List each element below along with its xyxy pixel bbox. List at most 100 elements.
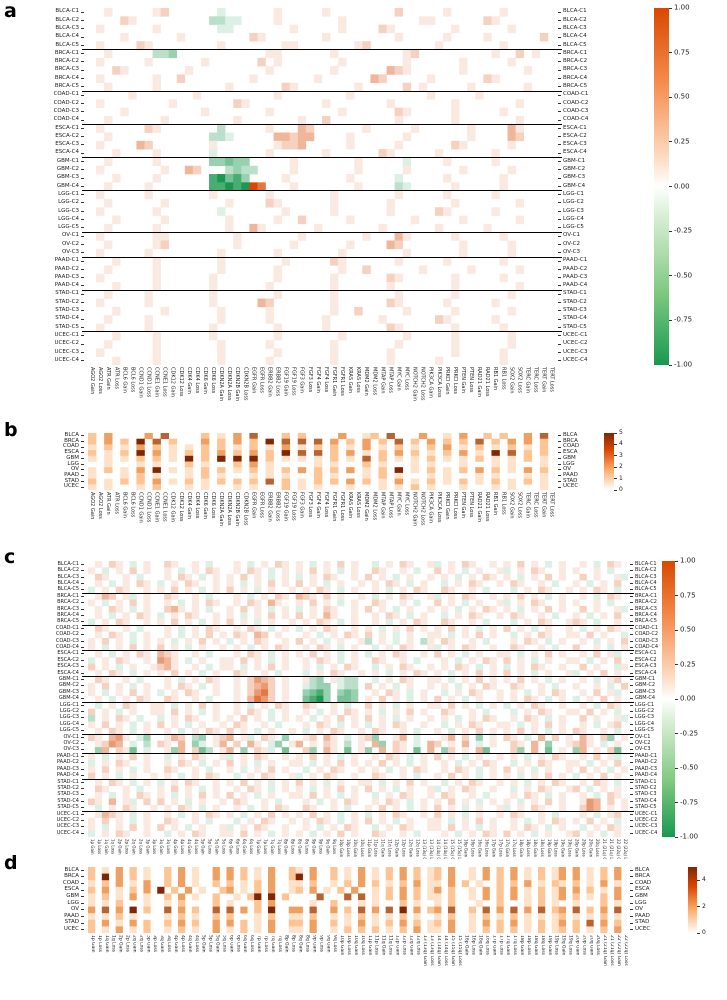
row-label: GBM-C3 [22,689,84,695]
row-label-text: LGG-C2 [635,708,655,715]
col-label: MDM2 Gain [363,492,370,521]
row-label: BLCA-C1 [630,561,696,567]
col-label: 1q Loss [110,935,116,953]
tick-mark [558,343,561,345]
row-label: ESCA-C1 [630,651,696,657]
colorbar-tick-label: 0.00 [680,694,696,703]
colorbar-tick [675,767,678,769]
row-label-text: GBM-C2 [563,166,586,173]
row-labels-right-b: BLCA BRCA COAD ESCA GBM LGG OV PAAD STAD UCEC [558,433,624,490]
col-label: 8p Loss [290,839,296,855]
row-label: LGG-C1 [22,702,84,708]
col-label: CDK12 Loss [177,367,184,397]
row-label-text: LGG-C5 [563,224,584,231]
col-label: 21 (21q) Loss [609,839,615,859]
colorbar-tick-label: -0.25 [680,729,699,737]
row-labels-left-b: BLCA BRCA COAD ESCA GBM LGG OV PAAD STAD UCEC [22,433,84,490]
row-label: GBM-C3 [22,174,84,182]
tick-mark [81,44,84,46]
row-label: LGG-C1 [22,191,84,199]
row-label: ESCA-C3 [22,664,84,670]
col-label: 5p Loss [207,839,213,855]
row-label-text: COAD-C2 [53,99,79,106]
col-label: PIK3CA Gain [427,492,434,523]
row-label: GBM [22,893,84,900]
row-label-text: LGG-C2 [563,199,584,206]
row-label: GBM-C1 [630,676,696,682]
row-label-text: STAD-C1 [635,778,657,785]
tick-mark [630,813,633,815]
col-label: SOX2 Gain [508,492,515,519]
tick-mark [630,889,633,891]
row-label-text: STAD-C3 [563,307,587,314]
row-label: OV [630,907,696,914]
row-label-text: UCEC-C3 [635,823,658,830]
row-label: COAD-C3 [22,638,84,644]
tick-mark [630,653,633,655]
row-label-text: BLCA [635,866,650,873]
row-label: BRCA-C5 [22,83,84,91]
row-label: LGG [22,900,84,907]
col-label: 7q Loss [276,839,282,855]
row-label-text: BLCA-C3 [55,24,79,31]
tick-mark [81,902,84,904]
col-label: 2q Gain [131,839,137,855]
row-label-text: GBM-C3 [563,174,586,181]
tick-mark [558,194,561,196]
tick-mark [630,736,633,738]
tick-mark [630,743,633,745]
row-label-text: BLCA-C4 [563,33,587,40]
tick-mark [81,602,84,604]
col-label: PTEN Gain [459,492,466,519]
row-label-text: STAD-C1 [563,290,587,297]
group-separator [82,650,634,652]
row-label: OV-C2 [22,740,84,746]
col-label: 3q Loss [166,935,172,953]
row-label-text: PAAD-C1 [563,257,588,264]
col-label: 14 (14q) Loss [442,839,448,859]
col-label: 9p Gain [311,839,317,855]
row-label: UCEC-C3 [22,348,84,356]
tick-mark [630,807,633,809]
col-label: 20q Loss [595,935,601,955]
tick-mark [81,614,84,616]
row-label-text: OV-C3 [62,249,79,255]
row-label: GBM-C4 [558,182,624,190]
tick-mark [558,210,561,212]
col-label: FGF19 Gain [282,492,289,522]
tick-mark [630,589,633,591]
col-label: 11p Gain [366,935,372,956]
row-label-text: GBM-C1 [635,676,656,683]
tick-mark [558,435,561,437]
col-label: 6q Loss [249,935,255,953]
group-separator [82,123,562,125]
row-label: ESCA-C2 [22,657,84,663]
col-label: 16q Loss [484,839,490,857]
col-label: 5p Gain [200,839,206,855]
col-label: 19q Gain [560,839,566,858]
col-label: 1p Gain [89,839,95,855]
row-label: ESCA-C1 [558,124,624,132]
col-label: 9q Loss [332,935,338,953]
col-label: 20p Loss [581,839,587,857]
row-label: LGG [558,461,624,467]
tick-mark [630,685,633,687]
row-label: COAD [22,880,84,887]
row-label: UCEC-C4 [630,830,696,836]
col-label: 5q Gain [214,839,220,855]
row-label-text: BRCA-C3 [563,66,588,73]
row-label: ESCA-C4 [630,670,696,676]
col-label: 16p Loss [470,839,476,857]
row-label: COAD-C4 [630,644,696,650]
row-label: UCEC-C2 [22,340,84,348]
tick-mark [558,227,561,229]
row-label-text: BLCA-C5 [563,41,587,48]
row-label-text: OV-C3 [635,746,651,753]
row-label: ESCA-C2 [630,657,696,663]
tick-mark [81,458,84,460]
tick-mark [630,730,633,732]
tick-mark [81,435,84,437]
panel-c-letter: c [4,546,16,568]
tick-mark [81,260,84,262]
col-label: AGO2 Gain [89,367,96,395]
